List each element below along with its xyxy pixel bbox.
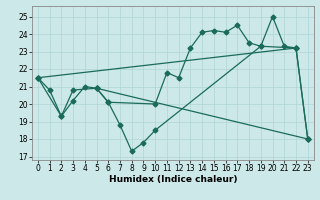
X-axis label: Humidex (Indice chaleur): Humidex (Indice chaleur) xyxy=(108,175,237,184)
